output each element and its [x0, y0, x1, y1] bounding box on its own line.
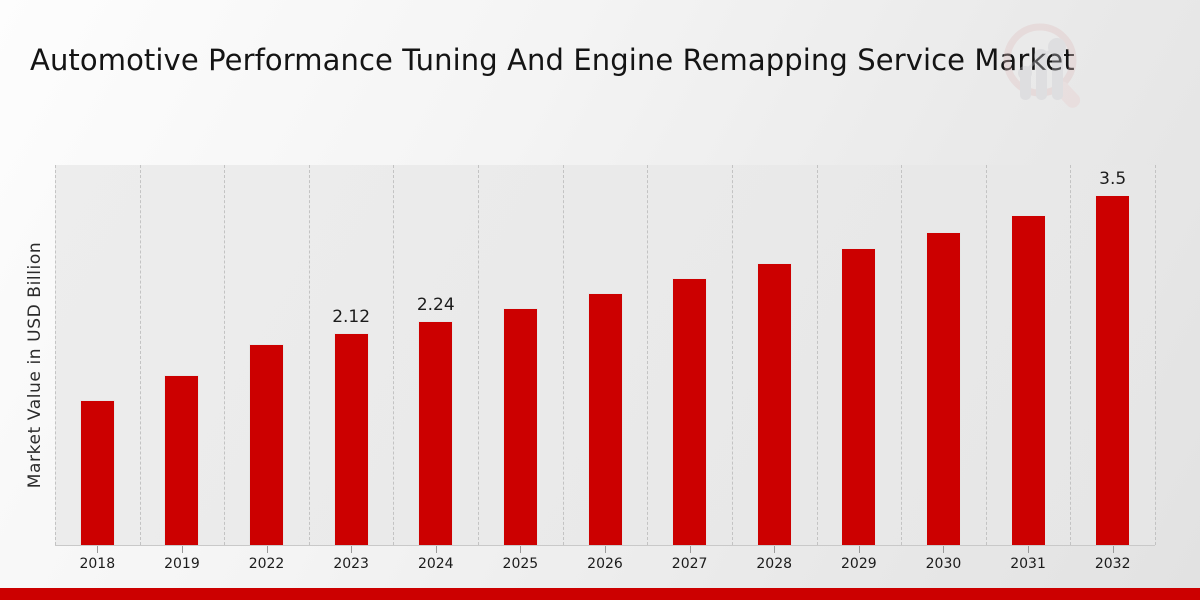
bar-2031[interactable]: [1010, 215, 1046, 545]
gridline: [478, 165, 480, 545]
bar-2032[interactable]: [1095, 195, 1131, 545]
x-axis-tick: [97, 546, 99, 553]
x-axis-line: [55, 545, 1155, 546]
bar-2024[interactable]: [418, 321, 454, 545]
y-axis-title: Market Value in USD Billion: [25, 241, 45, 489]
gridline: [816, 165, 818, 545]
x-axis-tick: [351, 546, 353, 553]
gridline: [562, 165, 564, 545]
bar-2022[interactable]: [249, 344, 285, 545]
x-axis-tick: [1112, 546, 1114, 553]
bar-2018[interactable]: [79, 400, 115, 545]
x-axis-label-2027: 2027: [671, 556, 708, 572]
bar-2030[interactable]: [925, 232, 961, 545]
bar-value-label-2032: 3.5: [1099, 169, 1127, 189]
bar-2019[interactable]: [164, 375, 200, 545]
x-axis-tick: [435, 546, 437, 553]
x-axis-label-2018: 2018: [79, 556, 116, 572]
x-axis-label-2029: 2029: [841, 556, 877, 572]
x-axis-tick: [266, 546, 268, 553]
bar-2023[interactable]: [333, 333, 369, 545]
footer-accent-bar: [0, 588, 1200, 600]
x-axis-label-2023: 2023: [333, 556, 369, 572]
bar-2026[interactable]: [587, 293, 623, 545]
bar-value-label-2024: 2.24: [416, 295, 455, 315]
bar-2029[interactable]: [841, 248, 877, 545]
x-axis-label-2019: 2019: [164, 556, 200, 572]
gridline: [308, 165, 310, 545]
gridline: [139, 165, 141, 545]
x-axis-tick: [520, 546, 522, 553]
x-axis-label-2024: 2024: [417, 556, 454, 572]
x-axis-label-2031: 2031: [1010, 556, 1046, 572]
gridline: [1070, 165, 1072, 545]
x-axis-tick: [774, 546, 776, 553]
bar-2025[interactable]: [502, 308, 538, 545]
x-axis-tick: [605, 546, 606, 553]
x-axis-label-2030: 2030: [925, 556, 962, 572]
magnifier-bar-chart-logo-icon: [996, 18, 1092, 114]
x-axis-label-2022: 2022: [248, 556, 285, 572]
gridline: [647, 165, 649, 545]
gridline: [224, 165, 226, 545]
chart-title: Automotive Performance Tuning And Engine…: [30, 43, 1075, 77]
gridline: [393, 165, 395, 545]
x-axis-label-2025: 2025: [502, 556, 539, 572]
gridline: [901, 165, 903, 545]
x-axis-tick: [943, 546, 945, 553]
x-axis-tick: [181, 546, 183, 553]
gridline: [55, 165, 56, 545]
gridline: [731, 165, 733, 545]
x-axis-tick: [689, 546, 691, 553]
bar-value-label-2023: 2.12: [332, 307, 371, 327]
bar-2027[interactable]: [672, 278, 708, 545]
x-axis-label-2026: 2026: [587, 556, 623, 572]
gridline: [985, 165, 987, 545]
bar-2028[interactable]: [756, 263, 792, 545]
x-axis-label-2028: 2028: [756, 556, 793, 572]
x-axis-tick: [1028, 546, 1030, 553]
x-axis-tick: [858, 546, 860, 553]
x-axis-label-2032: 2032: [1094, 556, 1131, 572]
gridline: [1155, 165, 1156, 545]
